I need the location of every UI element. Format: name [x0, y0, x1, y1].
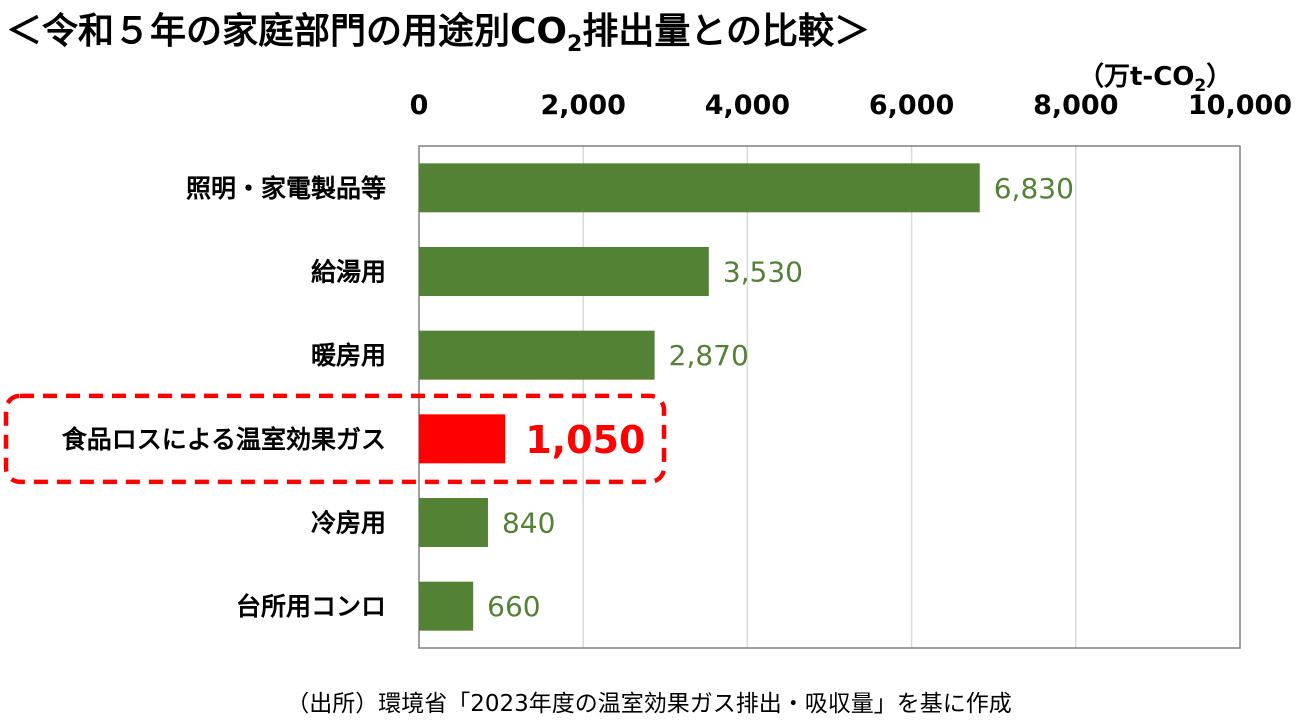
- value-label: 3,530: [723, 256, 803, 289]
- unit-label: （万t-CO2）: [1078, 62, 1233, 97]
- chart-title: ＜令和５年の家庭部門の用途別CO2排出量との比較＞: [6, 11, 870, 58]
- value-label: 2,870: [669, 339, 749, 372]
- bar: [419, 247, 709, 296]
- category-label: 給湯用: [311, 258, 386, 287]
- bar: [419, 498, 488, 547]
- x-tick-label: 6,000: [869, 90, 954, 121]
- category-label: 冷房用: [311, 509, 386, 538]
- category-label: 食品ロスによる温室効果ガス: [62, 425, 386, 454]
- category-label: 暖房用: [311, 341, 386, 370]
- source-note: （出所）環境省「2023年度の温室効果ガス排出・吸収量」を基に作成: [286, 691, 1012, 717]
- category-label: 台所用コンロ: [236, 592, 386, 621]
- x-tick-label: 8,000: [1033, 90, 1118, 121]
- value-label: 660: [487, 590, 540, 623]
- bar: [419, 330, 655, 380]
- bar: [419, 581, 474, 631]
- bar: [419, 163, 980, 213]
- x-tick-label: 4,000: [705, 90, 790, 121]
- x-tick-label: 0: [410, 90, 429, 121]
- x-tick-label: 2,000: [540, 90, 625, 121]
- value-label: 6,830: [994, 172, 1074, 205]
- highlight-box: [3, 393, 667, 485]
- x-tick-label: 10,000: [1188, 90, 1292, 121]
- value-label: 1,050: [525, 418, 645, 462]
- category-label: 照明・家電製品等: [186, 174, 386, 203]
- plot-frame: [418, 145, 1241, 649]
- value-label: 840: [502, 507, 555, 540]
- bar-highlight: [419, 414, 506, 464]
